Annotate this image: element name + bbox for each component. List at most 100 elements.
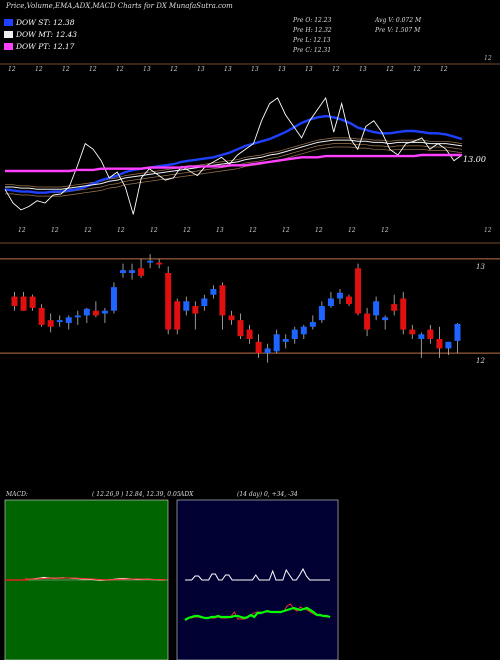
candle-body bbox=[264, 348, 271, 354]
candle-body bbox=[192, 306, 199, 314]
candle-body bbox=[318, 306, 325, 321]
candle-body bbox=[327, 298, 334, 306]
ema-bottom-tick: 12 bbox=[282, 227, 290, 234]
candle-body bbox=[183, 301, 190, 311]
candle-body bbox=[355, 268, 362, 314]
ema-bottom-tick: 12 bbox=[315, 227, 323, 234]
stat-high: Pre H: 12.32 bbox=[293, 27, 332, 34]
ema-bottom-tick: 12 bbox=[249, 227, 257, 234]
legend-dow-pt: DOW PT: 12.17 bbox=[4, 42, 74, 51]
candle-body bbox=[20, 296, 27, 311]
candle-body bbox=[445, 341, 452, 349]
candle-body bbox=[364, 313, 371, 330]
ema-price-label: 13.00 bbox=[463, 155, 486, 164]
legend-dow-st: DOW ST: 12.38 bbox=[4, 18, 75, 27]
candle-body bbox=[174, 301, 181, 330]
ema-bottom-tick: 12 bbox=[18, 227, 26, 234]
candle-body bbox=[92, 310, 99, 316]
candle-body bbox=[346, 296, 352, 305]
legend-swatch-pt bbox=[4, 43, 13, 50]
candle-body bbox=[110, 287, 117, 311]
ema-top-tick: 13 bbox=[278, 66, 286, 73]
stat-open: Pre O: 12.23 bbox=[293, 17, 332, 24]
ema-top-tick: 13 bbox=[224, 66, 232, 73]
ema-top-tick: 12 bbox=[386, 66, 394, 73]
candle-body bbox=[65, 317, 72, 323]
macd-panel: MACD: ( 12.26,9 ) 12.84, 12.39, 0.05 bbox=[4, 491, 181, 660]
candle-body bbox=[147, 260, 154, 263]
ema-top-tick: 12 bbox=[116, 66, 124, 73]
candle-body bbox=[138, 268, 145, 276]
candle-body bbox=[237, 320, 244, 337]
legend-swatch-mt bbox=[4, 31, 13, 38]
ema-bottom-tick: 12 bbox=[84, 227, 92, 234]
candle-body bbox=[201, 298, 208, 306]
macd-label: MACD: bbox=[5, 491, 28, 498]
candle-body bbox=[282, 339, 289, 342]
candle-body bbox=[129, 270, 136, 273]
price-panel: 13 12 bbox=[0, 254, 500, 365]
candle-body bbox=[300, 326, 307, 335]
ema-bottom-tick: 12 bbox=[348, 227, 356, 234]
candle-body bbox=[373, 301, 380, 316]
candle-body bbox=[29, 296, 36, 308]
candle-body bbox=[382, 317, 389, 321]
price-level-label: 13 bbox=[476, 263, 485, 271]
candle-body bbox=[219, 285, 226, 316]
legend-dow-mt: DOW MT: 12.43 bbox=[4, 30, 77, 39]
ema-bottom-tick: 12 bbox=[381, 227, 389, 234]
candle-body bbox=[391, 304, 398, 311]
adx-series-adx bbox=[185, 567, 330, 581]
candle-body bbox=[454, 323, 461, 341]
ema-series-slow_ema bbox=[5, 153, 462, 173]
ema-band-line bbox=[5, 146, 463, 197]
candle-body bbox=[336, 292, 343, 299]
ema-series-fast_ema bbox=[4, 114, 463, 194]
ema-top-tick: 13 bbox=[197, 66, 205, 73]
ema-top-tick: 12 bbox=[413, 66, 421, 73]
candle-body bbox=[246, 329, 253, 339]
candle-body bbox=[83, 308, 90, 316]
adx-frame bbox=[176, 499, 339, 660]
ema-top-tick: 12 bbox=[62, 66, 70, 73]
adx-panel: ADX (14 day) 0, +34, -34 bbox=[176, 491, 339, 660]
candle-body bbox=[400, 298, 407, 330]
stat-close: Pre C: 12.31 bbox=[293, 47, 332, 54]
ema-top-tick: 13 bbox=[251, 66, 259, 73]
ema-series-price bbox=[4, 96, 463, 215]
chart-title: Price,Volume,EMA,ADX,MACD Charts for DX … bbox=[6, 2, 233, 10]
ema-top-tick: 12 bbox=[8, 66, 16, 73]
ema-bottom-label: 12 bbox=[484, 227, 492, 234]
candle-body bbox=[101, 310, 108, 314]
ema-top-tick: 12 bbox=[332, 66, 340, 73]
ema-bottom-tick: 12 bbox=[117, 227, 125, 234]
candle-body bbox=[11, 296, 18, 306]
ema-panel: 12 12 12 12 12 12 13 12 13 13 13 13 13 12 13 12 12 12 12 12… bbox=[0, 55, 500, 244]
candle-body bbox=[309, 322, 316, 327]
candle-body bbox=[291, 329, 298, 339]
ema-top-tick: 12 bbox=[89, 66, 97, 73]
legend-label-st: DOW ST: 12.38 bbox=[16, 18, 75, 27]
candle-body bbox=[409, 329, 416, 335]
stat-low: Pre L: 12.13 bbox=[293, 37, 331, 44]
candle-body bbox=[156, 262, 163, 265]
candle-body bbox=[418, 334, 425, 339]
legend-swatch-st bbox=[4, 19, 13, 26]
candle-body bbox=[210, 289, 217, 295]
ema-bottom-tick: 12 bbox=[150, 227, 158, 234]
ema-top-tick: 13 bbox=[359, 66, 367, 73]
ema-top-tick: 12 bbox=[440, 66, 448, 73]
adx-series-di_plus bbox=[184, 606, 331, 621]
legend-label-mt: DOW MT: 12.43 bbox=[16, 30, 78, 39]
candle-body bbox=[47, 320, 54, 327]
candle-body bbox=[38, 307, 45, 325]
ema-bottom-tick: 12 bbox=[51, 227, 59, 234]
adx-label: ADX bbox=[179, 491, 194, 498]
ema-top-tick: 13 bbox=[143, 66, 151, 73]
stat-avg-vol: Avg V: 0.072 M bbox=[375, 17, 422, 24]
legend-label-pt: DOW PT: 12.17 bbox=[16, 42, 75, 51]
macd-values: ( 12.26,9 ) 12.84, 12.39, 0.05 bbox=[92, 491, 181, 498]
ema-top-tick: 13 bbox=[305, 66, 313, 73]
stat-vol: Pre V: 1.507 M bbox=[375, 27, 421, 34]
